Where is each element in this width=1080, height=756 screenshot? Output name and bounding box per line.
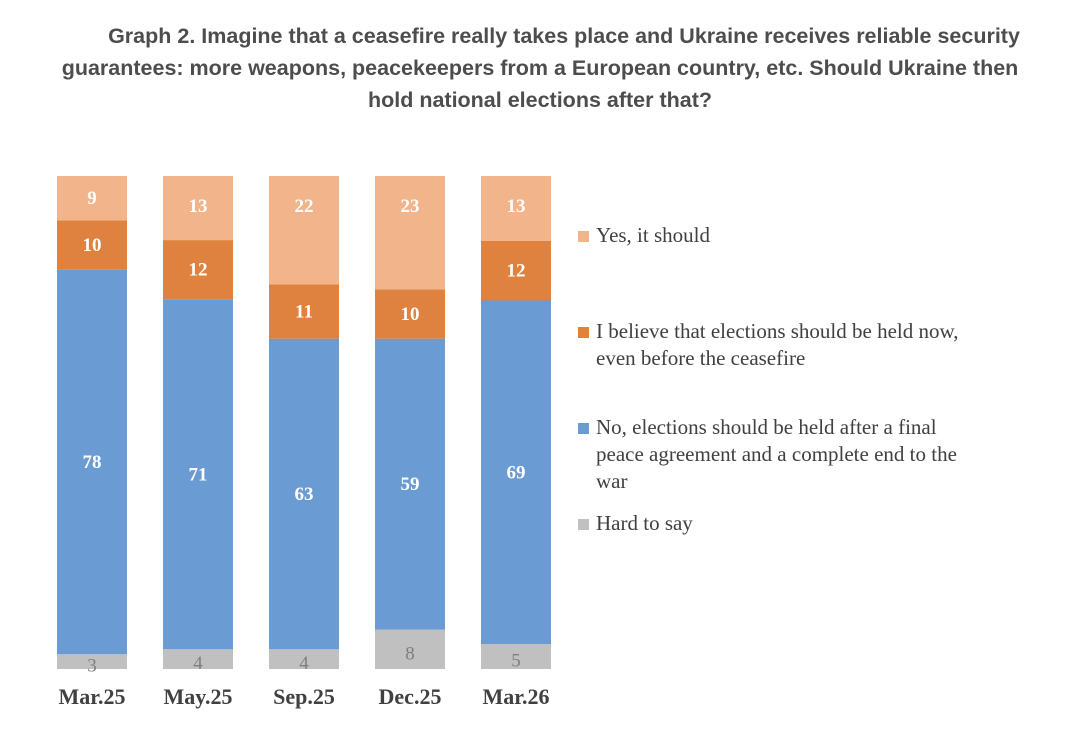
legend-swatch (578, 231, 589, 242)
chart-title-line: guarantees: more weapons, peacekeepers f… (61, 56, 1019, 80)
data-label-hard-to-say: 5 (511, 651, 521, 672)
bar-segment-hard-to-say (375, 629, 445, 669)
bar-segment-yes-it-should (57, 176, 127, 221)
chart-title: Graph 2. Imagine that a ceasefire really… (10, 20, 1070, 116)
bar-segment-no-after-peace (269, 338, 339, 650)
data-label-yes-it-should: 13 (507, 196, 526, 217)
data-label-elections-now: 10 (401, 304, 420, 325)
legend-label: peace agreement and a complete end to th… (596, 442, 957, 466)
bar-segment-hard-to-say (269, 649, 339, 669)
chart-title-line: Graph 2. Imagine that a ceasefire really… (108, 24, 1020, 48)
data-label-no-after-peace: 71 (189, 464, 208, 485)
legend-item: No, elections should be held after a fin… (578, 414, 1048, 495)
bar-segment-yes-it-should (163, 176, 233, 241)
bar-segment-elections-now (375, 289, 445, 339)
data-label-hard-to-say: 4 (299, 653, 309, 674)
data-label-elections-now: 12 (189, 260, 208, 281)
bar-segment-no-after-peace (57, 269, 127, 655)
data-label-no-after-peace: 69 (507, 462, 526, 483)
bar-segment-no-after-peace (163, 299, 233, 650)
chart-title-line: hold national elections after that? (367, 88, 713, 112)
data-label-hard-to-say: 3 (87, 656, 97, 677)
legend-item: I believe that elections should be held … (578, 318, 1048, 372)
bar-segment-yes-it-should (269, 176, 339, 285)
data-label-elections-now: 10 (83, 235, 102, 256)
bar-segment-elections-now (269, 284, 339, 339)
legend-label: No, elections should be held after a fin… (596, 415, 937, 439)
bar-segment-no-after-peace (481, 300, 551, 645)
bar-segment-hard-to-say (481, 644, 551, 669)
x-tick-label: Dec.25 (379, 684, 442, 709)
legend-label: Yes, it should (596, 223, 710, 247)
data-label-hard-to-say: 4 (193, 653, 203, 674)
bar-segment-yes-it-should (375, 176, 445, 290)
legend-label: I believe that elections should be held … (596, 319, 959, 343)
bar-segment-elections-now (57, 220, 127, 270)
bar-segment-hard-to-say (57, 654, 127, 669)
data-label-elections-now: 11 (295, 302, 313, 323)
x-tick-label: Sep.25 (273, 684, 335, 709)
data-label-yes-it-should: 23 (401, 196, 420, 217)
legend-item: Hard to say (578, 510, 1048, 537)
data-label-hard-to-say: 8 (405, 643, 415, 664)
data-label-yes-it-should: 9 (87, 188, 97, 209)
bar-segment-hard-to-say (163, 649, 233, 669)
legend-label: even before the ceasefire (596, 346, 806, 370)
legend-swatch (578, 327, 589, 338)
bar-segment-elections-now (481, 240, 551, 301)
data-label-no-after-peace: 78 (83, 452, 102, 473)
x-tick-label: Mar.25 (58, 684, 125, 709)
x-tick-label: May.25 (163, 684, 232, 709)
bar-segment-no-after-peace (375, 338, 445, 630)
data-label-no-after-peace: 63 (295, 484, 314, 505)
data-label-yes-it-should: 22 (295, 196, 314, 217)
legend-label: Hard to say (596, 511, 693, 535)
legend-item: Yes, it should (578, 222, 1048, 249)
data-label-no-after-peace: 59 (401, 474, 420, 495)
legend-swatch (578, 519, 589, 530)
bar-segment-elections-now (163, 240, 233, 300)
data-label-yes-it-should: 13 (189, 196, 208, 217)
bar-segment-yes-it-should (481, 176, 551, 241)
x-tick-label: Mar.26 (482, 684, 549, 709)
legend-swatch (578, 423, 589, 434)
data-label-elections-now: 12 (507, 261, 526, 282)
legend-label: war (596, 469, 628, 493)
